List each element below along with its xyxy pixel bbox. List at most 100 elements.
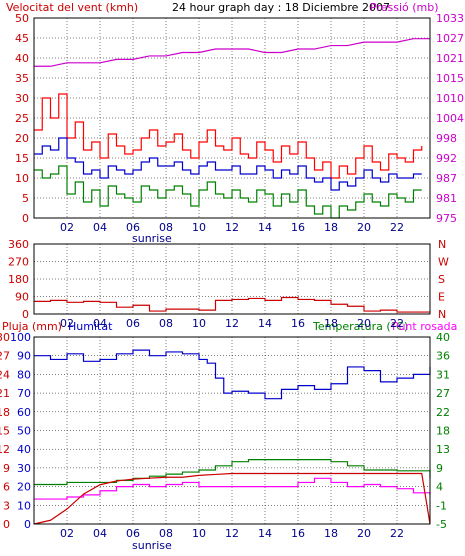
panel2-x-tick: 22 <box>390 317 404 330</box>
series-avg <box>34 137 422 191</box>
panel1-left-tick: 25 <box>15 112 29 125</box>
panel3-x-tick: 16 <box>291 527 305 540</box>
panel2-left-tick: 270 <box>8 256 29 269</box>
panel2-x-tick: 06 <box>126 317 140 330</box>
panel2-x-tick: 20 <box>357 317 371 330</box>
panel1-x-tick: 12 <box>225 221 239 234</box>
panel1-right-tick: 1015 <box>436 72 464 85</box>
panel2-x-tick: 12 <box>225 317 239 330</box>
panel1-right-axis-label: Pressió (mb) <box>370 1 439 14</box>
frame-layer <box>33 17 431 525</box>
panel1-x-tick: 02 <box>60 221 74 234</box>
panel1-left-tick: 5 <box>22 192 29 205</box>
panel1-x-tick: 04 <box>93 221 107 234</box>
panel1-left-tick: 35 <box>15 72 29 85</box>
panel1-x-tick: 16 <box>291 221 305 234</box>
panel3-right-tick: -1 <box>436 499 447 512</box>
panel3-left-tick: 30 <box>0 331 10 344</box>
panel2-right-tick: N <box>438 308 446 321</box>
panel1-x-tick: 06 <box>126 221 140 234</box>
series-min <box>34 165 422 219</box>
panel2-x-tick: 04 <box>93 317 107 330</box>
panel3-left-tick: 90 <box>17 350 31 363</box>
panel2-x-tick: 16 <box>291 317 305 330</box>
panel3-x-tick: 20 <box>357 527 371 540</box>
panel3-right-tick: 40 <box>436 331 450 344</box>
panel2-x-tick: 02 <box>60 317 74 330</box>
series-dewpoint <box>34 477 431 500</box>
panel1-left-tick: 20 <box>15 132 29 145</box>
panel1-right-tick: 1010 <box>436 92 464 105</box>
panel3-left-tick: 21 <box>0 387 10 400</box>
panel1-right-tick: 992 <box>436 152 457 165</box>
panel3-right-tick: 13 <box>436 443 450 456</box>
panel1-right-tick: 1004 <box>436 112 464 125</box>
series-humidity <box>34 349 431 400</box>
panel1-x-tick: 14 <box>258 221 272 234</box>
panel3-x-tick: 02 <box>60 527 74 540</box>
panel1-x-tick: 18 <box>324 221 338 234</box>
panel3-x-tick: 10 <box>192 527 206 540</box>
panel3-rain-label: Pluja (mm) <box>2 320 62 333</box>
panel3-left-tick: 12 <box>0 443 10 456</box>
panel2-right-tick: E <box>438 291 445 304</box>
series-layer <box>33 38 431 525</box>
panel2-x-tick: 14 <box>258 317 272 330</box>
panel3-left-tick: 0 <box>24 518 31 531</box>
panel3-left-tick: 20 <box>17 481 31 494</box>
panel1-left-tick: 45 <box>15 32 29 45</box>
panel1-right-tick: 987 <box>436 172 457 185</box>
panel2-right-tick: W <box>438 256 449 269</box>
panel3-temperature-label: Temperatura (°C) <box>312 320 408 333</box>
panel2-left-tick: 180 <box>8 273 29 286</box>
panel1-x-tick: 08 <box>159 221 173 234</box>
panel2-left-tick: 90 <box>15 291 29 304</box>
panel1-right-tick: 1033 <box>436 12 464 25</box>
panel1-x-tick: 22 <box>390 221 404 234</box>
panel1-left-tick: 50 <box>15 12 29 25</box>
panel1-right-tick: 981 <box>436 192 457 205</box>
panel3-x-tick: 04 <box>93 527 107 540</box>
panel2-frame <box>33 243 431 315</box>
panel1-right-tick: 975 <box>436 212 457 225</box>
panel1-left-tick: 40 <box>15 52 29 65</box>
panel2-left-tick: 360 <box>8 238 29 251</box>
series-rain <box>33 472 431 525</box>
panel3-x-tick: 18 <box>324 527 338 540</box>
panel3-right-tick: 27 <box>436 387 450 400</box>
panel3-left-tick: 18 <box>0 406 10 419</box>
series-gust <box>34 93 423 179</box>
tick-label-layer: 02 04 06 08 10 12 14 16 18 20 22051015202530354045… <box>0 12 464 540</box>
panel2-right-tick: N <box>438 238 446 251</box>
panel3-humidity-label: Humitat <box>68 320 113 333</box>
panel3-right-tick: 9 <box>436 462 443 475</box>
panel3-dewpoint-label: Punt rosada <box>392 320 457 333</box>
panel1-frame <box>33 17 431 219</box>
panel1-left-tick: 30 <box>15 92 29 105</box>
panel3-right-tick: 18 <box>436 425 450 438</box>
panel1-right-tick: 1027 <box>436 32 464 45</box>
panel1-x-tick: 20 <box>357 221 371 234</box>
panel2-x-tick: 10 <box>192 317 206 330</box>
panel3-x-tick: 14 <box>258 527 272 540</box>
series-pressure <box>34 38 430 67</box>
panel1-left-tick: 15 <box>15 152 29 165</box>
panel2-x-tick: 08 <box>159 317 173 330</box>
panel1-left-tick: 10 <box>15 172 29 185</box>
panel3-left-tick: 6 <box>3 481 10 494</box>
panel3-left-tick: 40 <box>17 443 31 456</box>
panel3-x-tick: 06 <box>126 527 140 540</box>
panel2-left-tick: 0 <box>22 308 29 321</box>
panel3-left-tick: 80 <box>17 368 31 381</box>
panel3-left-tick: 30 <box>17 462 31 475</box>
panel1-right-tick: 1021 <box>436 52 464 65</box>
panel3-frame <box>33 336 431 525</box>
panel3-sunrise-label: sunrise <box>132 539 172 552</box>
panel1-x-tick: 10 <box>192 221 206 234</box>
panel3-left-tick: 24 <box>0 368 10 381</box>
panel1-left-tick: 0 <box>22 212 29 225</box>
panel3-left-tick: 3 <box>3 499 10 512</box>
panel3-left-tick: 70 <box>17 387 31 400</box>
